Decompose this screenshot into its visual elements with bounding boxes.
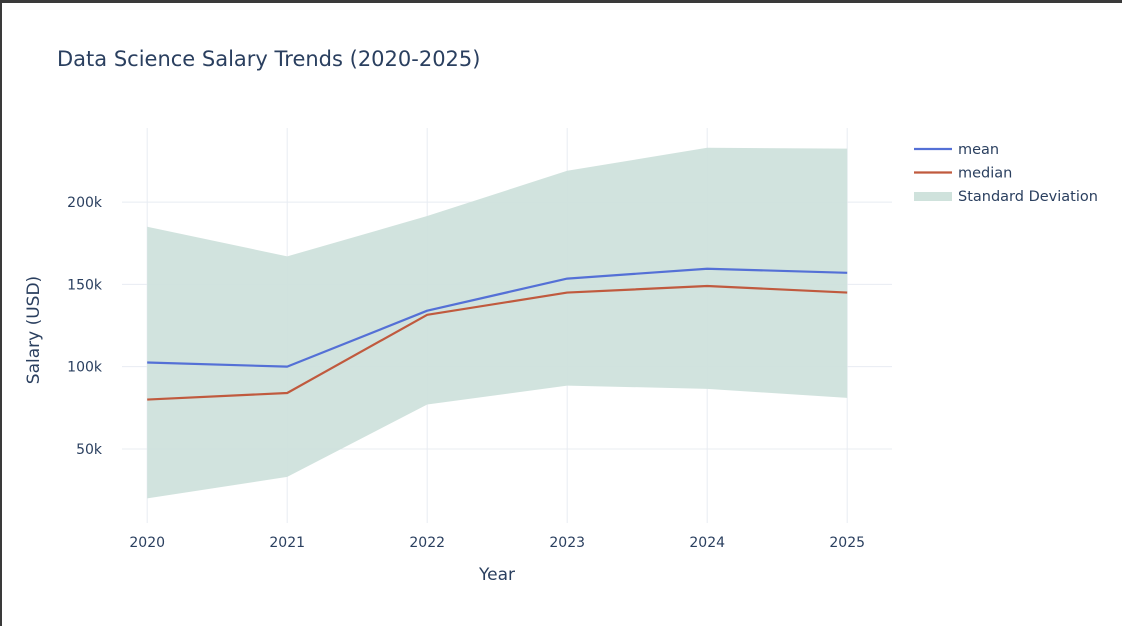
y-tick-label: 100k xyxy=(67,360,103,376)
legend-label-mean: mean xyxy=(958,142,999,158)
x-tick-label: 2025 xyxy=(829,535,865,551)
salary-chart: Data Science Salary Trends (2020-2025) 2… xyxy=(24,47,1098,585)
std-band-layer xyxy=(147,147,848,499)
series-layer xyxy=(147,267,848,401)
x-axis-title: Year xyxy=(478,565,515,585)
legend-swatch-standard-deviation xyxy=(914,192,952,201)
std-deviation-band[interactable] xyxy=(147,147,848,499)
x-tick-label: 2021 xyxy=(269,535,305,551)
x-tick-label: 2024 xyxy=(689,535,725,551)
tick-labels: 2020 2021 2022 2023 2024 2025 50k 100k 150k 200k xyxy=(67,195,865,551)
y-tick-label: 150k xyxy=(67,277,103,293)
legend-item-median[interactable]: median xyxy=(914,166,1012,182)
y-axis-title: Salary (USD) xyxy=(24,276,44,384)
legend-label-median: median xyxy=(958,166,1012,182)
y-tick-label: 200k xyxy=(67,195,103,211)
legend[interactable]: mean median Standard Deviation xyxy=(914,142,1098,205)
chart-title: Data Science Salary Trends (2020-2025) xyxy=(57,47,480,71)
legend-item-mean[interactable]: mean xyxy=(914,142,999,158)
legend-label-standard-deviation: Standard Deviation xyxy=(958,189,1098,205)
series-line-median[interactable] xyxy=(147,284,848,401)
series-line-mean[interactable] xyxy=(147,267,848,368)
x-tick-label: 2023 xyxy=(549,535,585,551)
x-tick-label: 2020 xyxy=(129,535,165,551)
x-tick-label: 2022 xyxy=(409,535,445,551)
y-tick-label: 50k xyxy=(76,442,103,458)
legend-item-standard-deviation[interactable]: Standard Deviation xyxy=(914,189,1098,205)
